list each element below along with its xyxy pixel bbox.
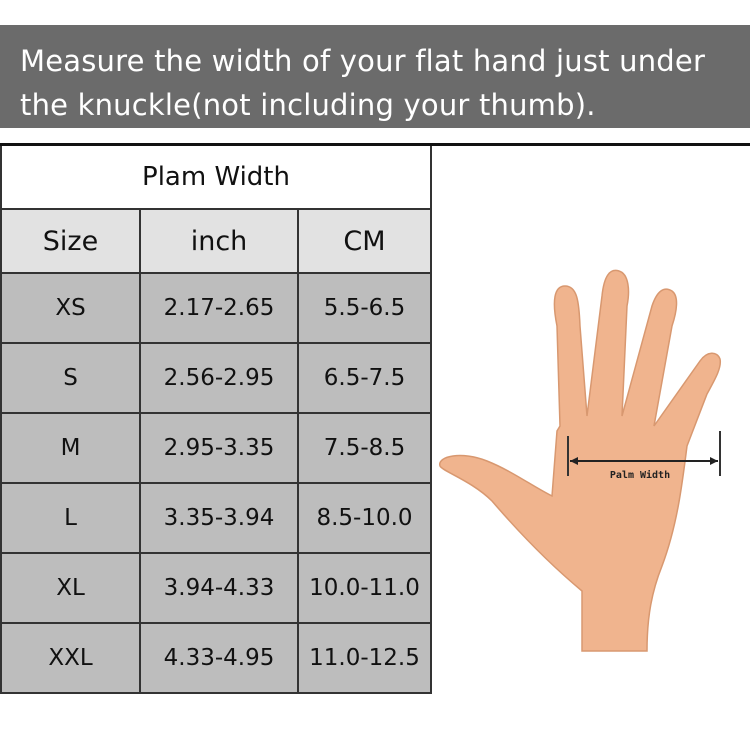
size-chart-table: Plam Width Size inch CM XS 2.17-2.65 5.5-6… bbox=[0, 143, 432, 694]
cell-cm: 7.5-8.5 bbox=[297, 412, 432, 484]
cell-size: XXL bbox=[0, 622, 141, 694]
header-cm: CM bbox=[297, 208, 432, 274]
table-row: S 2.56-2.95 6.5-7.5 bbox=[0, 342, 432, 414]
cell-inch: 4.33-4.95 bbox=[139, 622, 299, 694]
cell-cm: 6.5-7.5 bbox=[297, 342, 432, 414]
header-size: Size bbox=[0, 208, 141, 274]
cell-size: S bbox=[0, 342, 141, 414]
cell-size: XL bbox=[0, 552, 141, 624]
cell-inch: 2.95-3.35 bbox=[139, 412, 299, 484]
cell-size: L bbox=[0, 482, 141, 554]
table-title: Plam Width bbox=[0, 143, 432, 210]
cell-cm: 5.5-6.5 bbox=[297, 272, 432, 344]
cell-size: M bbox=[0, 412, 141, 484]
cell-inch: 2.17-2.65 bbox=[139, 272, 299, 344]
cell-inch: 2.56-2.95 bbox=[139, 342, 299, 414]
cell-cm: 8.5-10.0 bbox=[297, 482, 432, 554]
cell-inch: 3.35-3.94 bbox=[139, 482, 299, 554]
cell-inch: 3.94-4.33 bbox=[139, 552, 299, 624]
palm-width-label: Palm Width bbox=[610, 469, 670, 481]
hand-icon: Palm Width bbox=[439, 269, 722, 652]
instruction-banner: Measure the width of your flat hand just… bbox=[0, 25, 750, 128]
cell-cm: 11.0-12.5 bbox=[297, 622, 432, 694]
hand-illustration: Palm Width bbox=[432, 143, 750, 691]
cell-size: XS bbox=[0, 272, 141, 344]
table-header-row: Size inch CM bbox=[0, 208, 432, 274]
table-title-row: Plam Width bbox=[0, 143, 432, 210]
cell-cm: 10.0-11.0 bbox=[297, 552, 432, 624]
table-row: L 3.35-3.94 8.5-10.0 bbox=[0, 482, 432, 554]
table-row: M 2.95-3.35 7.5-8.5 bbox=[0, 412, 432, 484]
table-row: XL 3.94-4.33 10.0-11.0 bbox=[0, 552, 432, 624]
header-inch: inch bbox=[139, 208, 299, 274]
table-row: XS 2.17-2.65 5.5-6.5 bbox=[0, 272, 432, 344]
table-row: XXL 4.33-4.95 11.0-12.5 bbox=[0, 622, 432, 694]
